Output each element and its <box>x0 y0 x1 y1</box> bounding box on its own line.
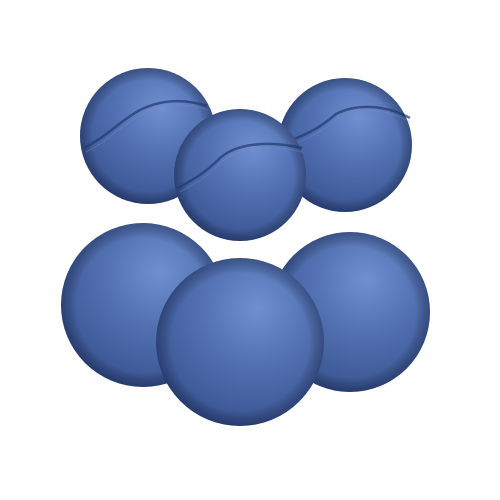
seam-line <box>291 105 411 142</box>
seam-line <box>177 142 303 190</box>
seam-line <box>83 99 208 150</box>
sphere-center-bottom <box>156 258 324 426</box>
sphere-center-top <box>174 109 306 241</box>
sphere-back-right <box>278 78 412 212</box>
